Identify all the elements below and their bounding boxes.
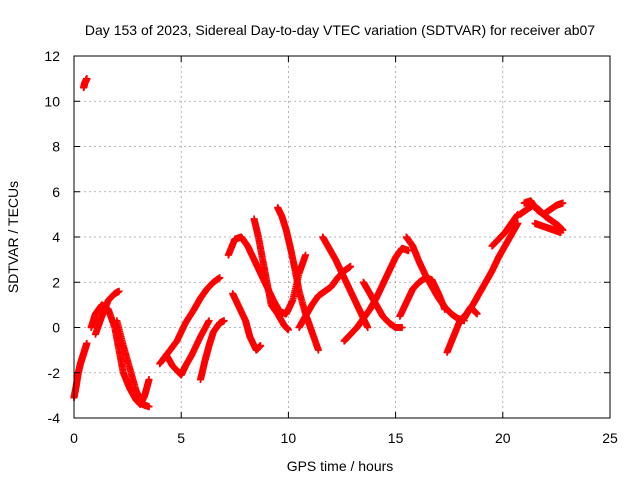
data-point xyxy=(514,219,522,227)
y-axis-label: SDTVAR / TECUs xyxy=(5,181,21,293)
x-axis-label: GPS time / hours xyxy=(287,458,394,474)
data-point xyxy=(115,287,123,295)
series-arc-11 xyxy=(250,215,292,334)
series-arc-05 xyxy=(113,317,153,411)
gridlines xyxy=(74,56,610,418)
series-arc-17 xyxy=(402,233,468,325)
series-arc-15 xyxy=(340,244,412,345)
series-arc-19 xyxy=(443,219,522,356)
data-point xyxy=(404,247,412,255)
y-tick-label: 12 xyxy=(44,48,60,64)
series-arc-24 xyxy=(531,219,565,236)
series-arc-20 xyxy=(460,303,481,322)
series-arc-23 xyxy=(520,197,567,218)
series-arc-02 xyxy=(80,75,91,92)
y-tick-label: 10 xyxy=(44,93,60,109)
data-point xyxy=(473,310,481,318)
y-tick-label: 2 xyxy=(52,274,60,290)
x-tick-label: 0 xyxy=(70,430,78,446)
x-axis-ticks: 0 5 10 15 20 25 xyxy=(70,56,618,446)
series-arc-10 xyxy=(229,290,265,354)
series-arc-06 xyxy=(156,274,224,368)
data-point xyxy=(145,376,153,384)
data-point xyxy=(398,324,406,331)
series-arc-08 xyxy=(196,317,228,384)
data-point xyxy=(559,199,567,207)
data-points xyxy=(70,75,567,411)
data-point xyxy=(257,342,265,350)
chart-title: Day 153 of 2023, Sidereal Day-to-day VTE… xyxy=(85,22,595,38)
x-tick-label: 25 xyxy=(602,430,618,446)
x-tick-label: 15 xyxy=(388,430,404,446)
data-point xyxy=(145,403,153,411)
data-point xyxy=(441,305,449,313)
data-point xyxy=(347,262,355,270)
data-point xyxy=(216,274,224,282)
y-tick-label: 6 xyxy=(52,184,60,200)
data-point xyxy=(557,228,565,236)
series-arc-16 xyxy=(359,278,406,331)
data-point xyxy=(302,251,310,259)
y-tick-label: 8 xyxy=(52,139,60,155)
data-point xyxy=(364,324,372,331)
data-point xyxy=(205,317,213,325)
x-tick-label: 5 xyxy=(177,430,185,446)
x-tick-label: 20 xyxy=(495,430,511,446)
y-tick-label: -4 xyxy=(48,410,61,426)
data-point xyxy=(83,75,91,83)
data-point xyxy=(83,339,91,347)
y-tick-label: -2 xyxy=(48,365,61,381)
series-arc-12 xyxy=(274,204,322,354)
series-arc-04 xyxy=(91,287,123,338)
series-arc-18 xyxy=(396,274,449,320)
x-tick-label: 10 xyxy=(281,430,297,446)
y-axis-ticks: -4 -2 0 2 4 6 8 10 12 xyxy=(44,48,610,426)
series-arc-21 xyxy=(488,210,522,250)
data-point xyxy=(314,346,322,354)
y-tick-label: 0 xyxy=(52,320,60,336)
series-arc-07 xyxy=(162,317,213,379)
y-tick-label: 4 xyxy=(52,229,60,245)
series-arc-01 xyxy=(70,339,91,402)
data-point xyxy=(284,326,292,334)
data-point xyxy=(220,317,228,325)
series-arc-03 xyxy=(87,301,153,408)
